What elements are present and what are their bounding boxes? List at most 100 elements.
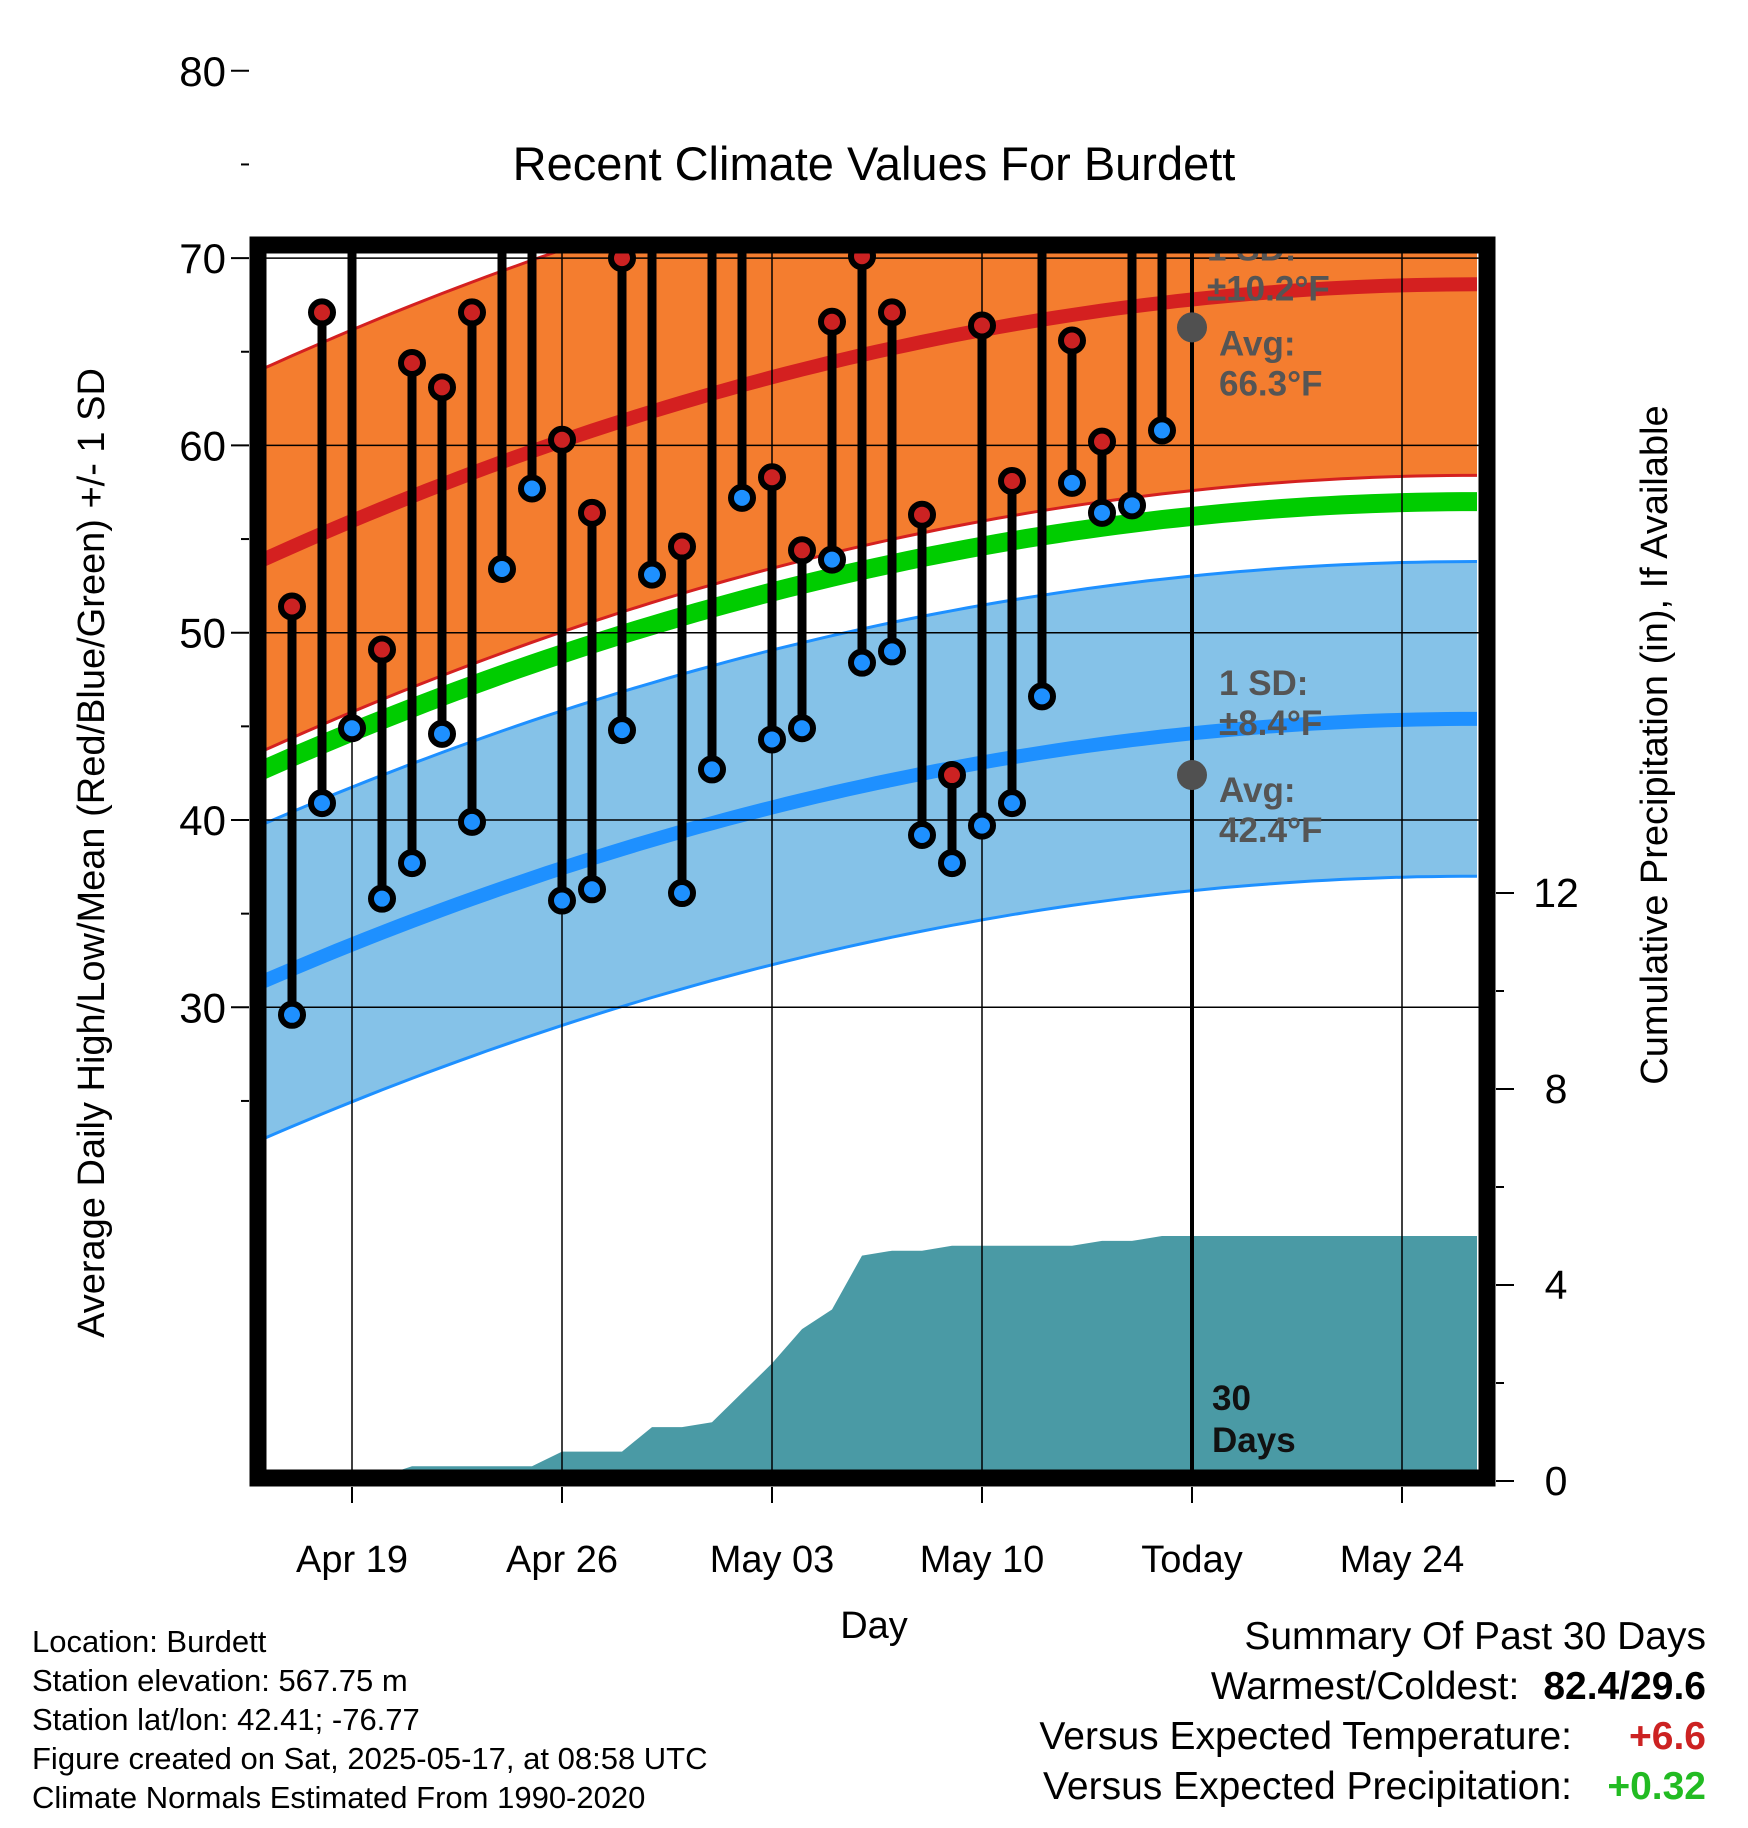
high-point bbox=[308, 298, 336, 327]
y-tick-label: 30 bbox=[179, 984, 226, 1031]
low-point bbox=[458, 807, 486, 836]
high-point bbox=[491, 105, 513, 127]
high-point bbox=[1121, 189, 1143, 211]
warm-cold-value: 82.4/29.6 bbox=[1543, 1665, 1706, 1708]
today-high-avg-dot bbox=[1177, 312, 1207, 343]
station-info: Location: Burdett Station elevation: 567… bbox=[32, 1622, 708, 1817]
y-tick-label: 80 bbox=[179, 48, 226, 95]
normal-low-line bbox=[266, 711, 1477, 988]
created-text: Figure created on Sat, 2025-05-17, at 08… bbox=[32, 1741, 708, 1776]
y2-tick-label: 8 bbox=[1545, 1066, 1568, 1112]
low-point bbox=[638, 560, 666, 589]
y2-axis-label: Cumulative Precipitation (in), If Availa… bbox=[1634, 405, 1676, 1084]
precip-value: +0.32 bbox=[1607, 1765, 1706, 1808]
high-sd-value: ±10.2°F bbox=[1207, 269, 1330, 308]
high-point bbox=[998, 466, 1026, 495]
low-point bbox=[548, 886, 576, 915]
y2-tick-label: 12 bbox=[1533, 870, 1579, 916]
high-sd-band bbox=[266, 253, 1477, 750]
low-point bbox=[1148, 416, 1176, 445]
low-avg-value: 42.4°F bbox=[1219, 811, 1323, 850]
low-point bbox=[698, 755, 726, 784]
temp-row: Versus Expected Temperature: +6.6 bbox=[1039, 1712, 1706, 1762]
high-point bbox=[1058, 326, 1086, 355]
precip-row: Versus Expected Precipitation: +0.32 bbox=[1039, 1762, 1706, 1812]
plot-frame bbox=[249, 236, 1496, 1487]
chart-title: Recent Climate Values For Burdett bbox=[513, 137, 1236, 190]
x-tick-label: May 24 bbox=[1340, 1539, 1465, 1581]
low-point bbox=[398, 849, 426, 878]
high-point bbox=[668, 532, 696, 561]
high-point bbox=[788, 536, 816, 565]
warm-cold-label: Warmest/Coldest: bbox=[1210, 1665, 1520, 1708]
low-point bbox=[818, 545, 846, 574]
warm-cold-row: Warmest/Coldest: 82.4/29.6 bbox=[1039, 1662, 1706, 1712]
high-point bbox=[968, 311, 996, 340]
high-point bbox=[458, 298, 486, 327]
low-point bbox=[1058, 468, 1086, 497]
low-point bbox=[878, 637, 906, 666]
low-point bbox=[578, 875, 606, 904]
low-avg-label: Avg: bbox=[1219, 771, 1295, 810]
low-sd-band-lower-edge bbox=[266, 874, 1477, 1140]
high-avg-value: 66.3°F bbox=[1219, 364, 1323, 403]
low-point bbox=[338, 714, 366, 743]
high-point bbox=[1088, 427, 1116, 456]
high-point bbox=[878, 298, 906, 327]
high-point bbox=[1151, 79, 1173, 101]
low-point bbox=[308, 789, 336, 818]
low-sd-value: ±8.4°F bbox=[1219, 704, 1322, 743]
high-point bbox=[368, 635, 396, 664]
x-tick-label: Today bbox=[1141, 1539, 1242, 1581]
high-point bbox=[731, 198, 753, 220]
low-point bbox=[608, 716, 636, 745]
elevation-text: Station elevation: 567.75 m bbox=[32, 1663, 408, 1698]
low-point bbox=[518, 474, 546, 503]
y2-tick-label: 4 bbox=[1545, 1262, 1568, 1308]
low-point bbox=[998, 789, 1026, 818]
x-axis-label: Day bbox=[840, 1605, 908, 1647]
latlon-text: Station lat/lon: 42.41; -76.77 bbox=[32, 1702, 420, 1737]
y-tick-label: 50 bbox=[179, 610, 226, 657]
low-point bbox=[1028, 682, 1056, 711]
y-tick-label: 70 bbox=[179, 235, 226, 282]
location-text: Location: Burdett bbox=[32, 1624, 267, 1659]
temp-label: Versus Expected Temperature: bbox=[1039, 1715, 1572, 1758]
y-tick-label: 40 bbox=[179, 797, 226, 844]
high-point bbox=[1031, 95, 1053, 117]
x-tick-label: May 10 bbox=[920, 1539, 1045, 1581]
normals-text: Climate Normals Estimated From 1990-2020 bbox=[32, 1780, 646, 1815]
y-axis-label: Average Daily High/Low/Mean (Red/Blue/Gr… bbox=[71, 368, 113, 1338]
high-point bbox=[818, 307, 846, 336]
temp-value: +6.6 bbox=[1629, 1715, 1706, 1758]
low-point bbox=[848, 648, 876, 677]
high-sd-label: 1 SD: bbox=[1207, 229, 1296, 268]
summary-panel: Summary Of Past 30 Days Warmest/Coldest:… bbox=[1039, 1612, 1706, 1812]
high-point bbox=[608, 253, 636, 273]
low-point bbox=[278, 1000, 306, 1029]
low-point bbox=[968, 811, 996, 840]
x-tick-label: May 03 bbox=[710, 1539, 835, 1581]
days-label-line2: Days bbox=[1212, 1421, 1296, 1460]
high-point bbox=[548, 425, 576, 454]
high-point bbox=[428, 373, 456, 402]
y2-tick-label: 0 bbox=[1545, 1458, 1568, 1504]
low-point bbox=[728, 483, 756, 512]
low-point bbox=[668, 879, 696, 908]
low-point bbox=[428, 719, 456, 748]
y-tick-label: 60 bbox=[179, 422, 226, 469]
high-point bbox=[578, 498, 606, 527]
low-point bbox=[908, 820, 936, 849]
high-sd-band-upper-edge bbox=[266, 253, 558, 370]
low-point bbox=[368, 884, 396, 913]
low-point bbox=[758, 725, 786, 754]
low-point bbox=[488, 555, 516, 584]
low-point bbox=[788, 714, 816, 743]
summary-title: Summary Of Past 30 Days bbox=[1244, 1615, 1706, 1658]
high-point bbox=[848, 253, 876, 271]
precip-area bbox=[400, 1236, 1477, 1470]
high-point bbox=[641, 15, 663, 37]
